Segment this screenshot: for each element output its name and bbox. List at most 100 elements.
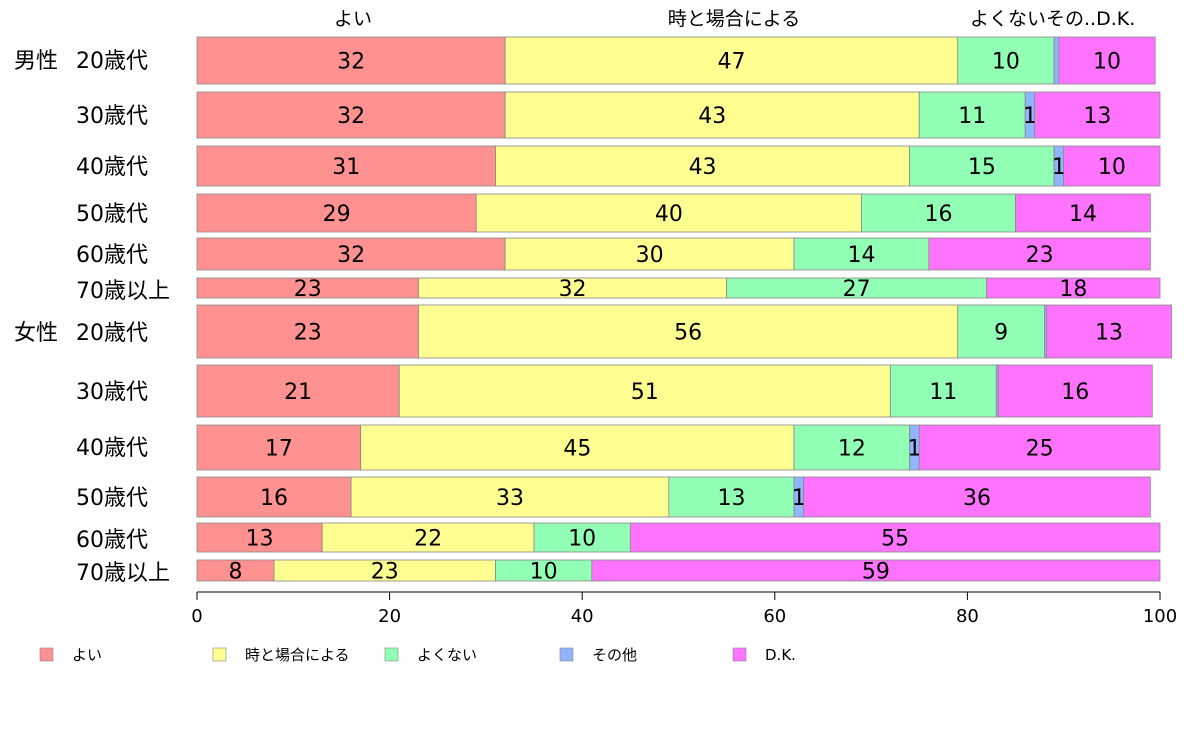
bar-segment	[793, 237, 930, 271]
bar-segment	[504, 91, 920, 139]
x-tick-label: 40	[571, 606, 594, 627]
bar-value-label: 9	[994, 321, 1008, 346]
bar-value-label: 10	[568, 527, 596, 552]
legend-label: その他	[592, 646, 637, 664]
bar-value-label: 21	[284, 380, 312, 405]
bar-value-label: 14	[1069, 202, 1097, 227]
row-label: 30歳代	[76, 380, 148, 405]
bar-segment	[196, 364, 400, 418]
bar-value-label: 15	[968, 155, 996, 180]
x-tick-label: 20	[378, 606, 401, 627]
legend-label: 時と場合による	[245, 646, 350, 664]
bar-segment	[803, 476, 1151, 518]
bar-segment	[918, 424, 1161, 471]
bar-value-label: 12	[838, 437, 866, 462]
legend-swatch	[384, 647, 399, 662]
bar-value-label: 8	[229, 560, 243, 585]
bar-segment	[928, 237, 1151, 271]
x-tick-label: 0	[191, 606, 202, 627]
bar-value-label: 32	[559, 277, 587, 302]
bar-segment	[360, 424, 795, 471]
bar-segment	[398, 364, 891, 418]
bar-segment	[475, 193, 862, 233]
legend-swatch	[559, 647, 574, 662]
legend-label: よくない	[417, 646, 477, 664]
bar-segment	[1034, 91, 1161, 139]
bar-segment	[196, 36, 506, 85]
bar-value-label: 27	[843, 277, 871, 302]
bar-value-label: 13	[717, 486, 745, 511]
bar-segment	[495, 145, 911, 187]
bar-segment	[668, 476, 795, 518]
bar-segment	[629, 522, 1161, 553]
bar-value-label: 10	[992, 50, 1020, 75]
row-group-label: 男性	[14, 49, 58, 74]
row-label: 70歳以上	[76, 279, 170, 304]
bar-value-label: 25	[1026, 437, 1054, 462]
bar-segment	[504, 36, 959, 85]
top-category-label: よくないその..D.K.	[970, 8, 1135, 30]
bar-value-label: 55	[881, 527, 909, 552]
bar-value-label: 14	[847, 243, 875, 268]
bar-segment	[1063, 145, 1161, 187]
bar-value-label: 59	[862, 560, 890, 585]
bar-value-label: 10	[530, 560, 558, 585]
bar-value-label: 30	[636, 243, 664, 268]
x-tick-label: 100	[1143, 606, 1177, 627]
bar-value-label: 23	[371, 560, 399, 585]
bar-value-label: 31	[332, 155, 360, 180]
bar-segment	[1045, 304, 1172, 359]
bar-value-label: 23	[294, 277, 322, 302]
bar-value-label: 40	[655, 202, 683, 227]
bar-segment	[909, 145, 1055, 187]
row-label: 30歳代	[76, 104, 148, 129]
bar-segment	[957, 36, 1055, 85]
row-label: 50歳代	[76, 486, 148, 511]
bar-segment	[504, 237, 795, 271]
bar-segment	[321, 522, 535, 553]
bar-segment	[861, 193, 1016, 233]
bar-segment	[196, 91, 506, 139]
bar-value-label: 13	[1083, 104, 1111, 129]
bar-value-label: 10	[1093, 50, 1121, 75]
bar-value-label: 32	[337, 104, 365, 129]
bar-value-label: 23	[1026, 243, 1054, 268]
bar-value-label: 18	[1059, 277, 1087, 302]
bar-value-label: 56	[674, 321, 702, 346]
bar-value-label: 22	[414, 527, 442, 552]
row-group-label: 女性	[14, 321, 58, 346]
legend: よい 時と場合による よくない その他 D.K.	[39, 646, 796, 664]
bar-value-label: 1	[792, 486, 806, 511]
bar-segment	[196, 522, 323, 553]
row-label: 60歳代	[76, 528, 148, 553]
bar-segment	[591, 559, 1161, 582]
bar-segment	[196, 424, 362, 471]
bar-value-label: 16	[925, 202, 953, 227]
legend-label: よい	[72, 646, 102, 664]
bar-segment	[889, 364, 997, 418]
bar-segment	[196, 476, 352, 518]
bar-segment	[1058, 36, 1156, 85]
bar-value-label: 43	[698, 104, 726, 129]
bar-segment	[986, 277, 1161, 299]
bar-segment	[196, 145, 496, 187]
row-label: 60歳代	[76, 243, 148, 268]
x-tick-label: 60	[763, 606, 786, 627]
bar-value-label: 17	[265, 437, 293, 462]
legend-swatch	[732, 647, 747, 662]
row-label: 50歳代	[76, 202, 148, 227]
bar-segment	[957, 304, 1045, 359]
bar-value-label: 1	[907, 437, 921, 462]
bar-value-label: 11	[958, 104, 986, 129]
bar-value-label: 16	[260, 486, 288, 511]
bar-value-label: 13	[1095, 321, 1123, 346]
top-category-label: よい	[334, 8, 372, 30]
bar-segment	[350, 476, 670, 518]
bar-segment	[997, 364, 1153, 418]
bar-value-label: 43	[689, 155, 717, 180]
legend-swatch	[39, 647, 54, 662]
bar-segment	[1053, 36, 1060, 85]
row-label: 20歳代	[76, 321, 148, 346]
